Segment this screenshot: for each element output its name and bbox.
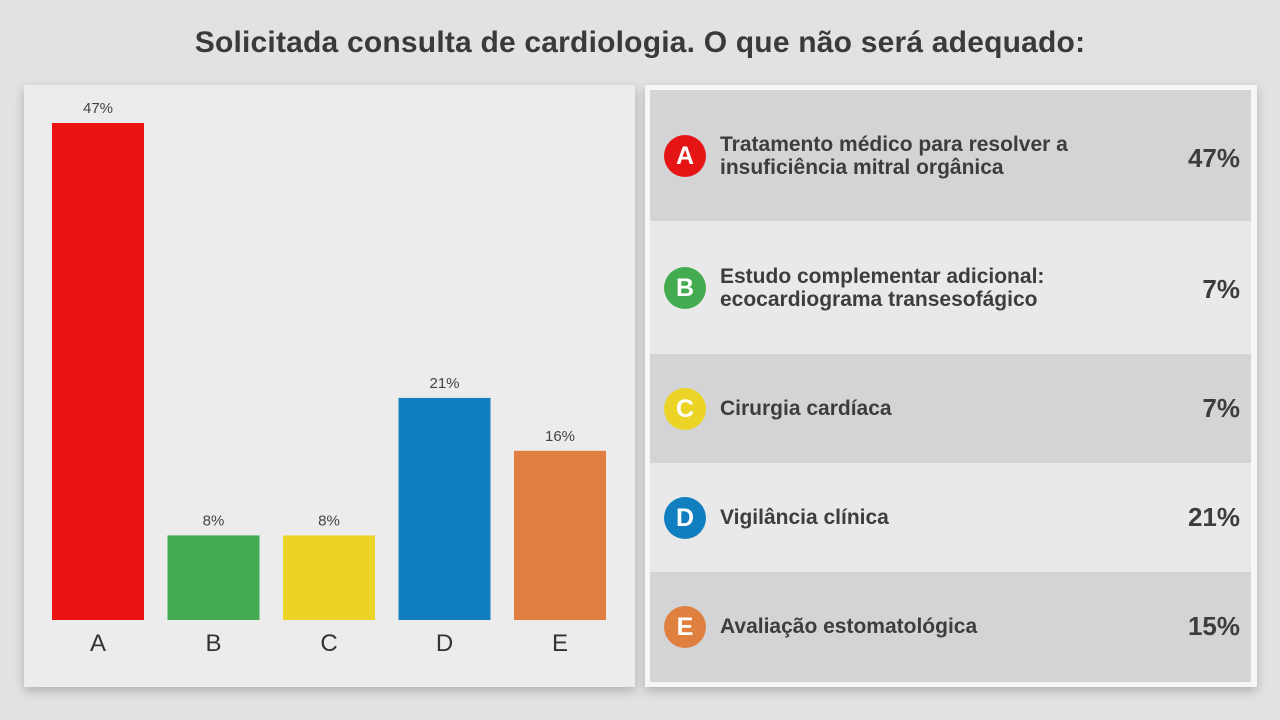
answer-a-letter-badge: A	[664, 135, 706, 177]
answer-a-text-line2: insuficiência mitral orgânica	[720, 156, 1004, 179]
answer-row-e[interactable]: E Avaliação estomatológica 15%	[650, 572, 1251, 682]
bar-b-value-label: 8%	[203, 512, 225, 529]
category-label-a: A	[90, 630, 106, 657]
answer-c-text: Cirurgia cardíaca	[720, 397, 1140, 420]
answer-e-letter-badge: E	[664, 606, 706, 648]
answer-row-d[interactable]: D Vigilância clínica 21%	[650, 463, 1251, 572]
answer-row-b[interactable]: B Estudo complementar adicional: ecocard…	[650, 221, 1251, 354]
answer-e-percent: 15%	[1187, 611, 1240, 641]
answer-e-text: Avaliação estomatológica	[720, 615, 1140, 638]
bar-c	[283, 535, 375, 620]
bar-a-value-label: 47%	[83, 100, 113, 117]
answer-row-c[interactable]: C Cirurgia cardíaca 7%	[650, 354, 1251, 463]
answer-b-text-line2: ecocardiograma transesofágico	[720, 288, 1038, 311]
category-label-d: D	[436, 630, 453, 657]
results-bar-chart: 47% A 8% B 8% C 21% D 16% E	[24, 85, 635, 687]
answer-d-letter-badge: D	[664, 497, 706, 539]
category-label-b: B	[205, 630, 221, 657]
answer-b-percent: 7%	[1202, 274, 1240, 304]
bar-e-value-label: 16%	[545, 428, 575, 445]
answer-b-text: Estudo complementar adicional: ecocardio…	[720, 265, 1140, 311]
answer-a-text-line1: Tratamento médico para resolver a	[720, 133, 1068, 156]
answer-row-a[interactable]: A Tratamento médico para resolver a insu…	[650, 90, 1251, 221]
answer-e-text-line1: Avaliação estomatológica	[720, 615, 978, 638]
bar-c-value-label: 8%	[318, 512, 340, 529]
answer-d-text: Vigilância clínica	[720, 506, 1140, 529]
answer-b-text-line1: Estudo complementar adicional:	[720, 265, 1045, 288]
answer-c-letter-badge: C	[664, 388, 706, 430]
answer-a-text: Tratamento médico para resolver a insufi…	[720, 133, 1140, 179]
answer-d-percent: 21%	[1187, 502, 1240, 532]
answer-a-percent: 47%	[1187, 143, 1240, 173]
answers-panel: A Tratamento médico para resolver a insu…	[645, 85, 1257, 687]
answer-b-letter-badge: B	[664, 267, 706, 309]
answer-c-text-line1: Cirurgia cardíaca	[720, 397, 892, 420]
bar-b	[167, 535, 260, 620]
answer-d-text-line1: Vigilância clínica	[720, 506, 889, 529]
bar-d	[398, 397, 491, 620]
bar-d-value-label: 21%	[429, 375, 459, 392]
bar-chart-svg: 47% A 8% B 8% C 21% D 16% E	[52, 100, 606, 657]
question-title: Solicitada consulta de cardiologia. O qu…	[194, 26, 1086, 59]
answer-c-percent: 7%	[1202, 393, 1240, 423]
bar-e	[514, 450, 606, 620]
bar-a	[52, 123, 144, 620]
category-label-c: C	[320, 630, 337, 657]
category-label-e: E	[552, 630, 568, 657]
